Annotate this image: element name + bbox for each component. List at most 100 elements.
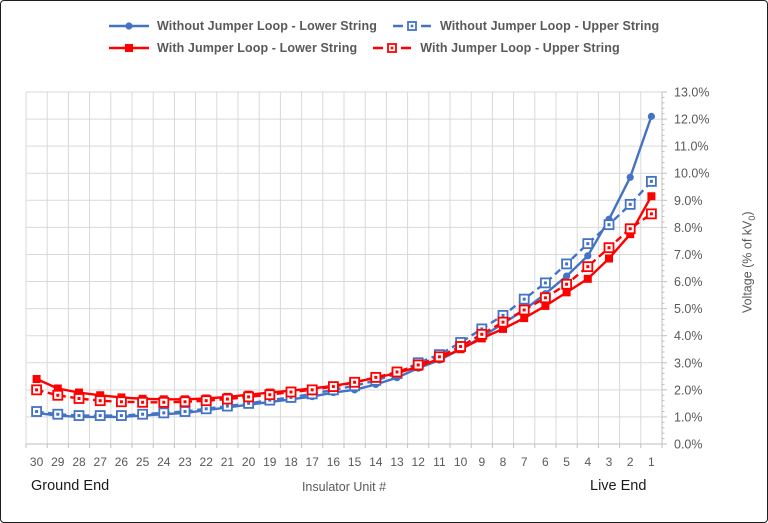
y-tick-label: 8.0% xyxy=(674,221,703,235)
x-tick-label: 27 xyxy=(94,455,108,469)
x-tick-label: 16 xyxy=(327,455,341,469)
legend-label: With Jumper Loop - Upper String xyxy=(420,41,620,55)
legend-label: With Jumper Loop - Lower String xyxy=(157,41,358,55)
x-tick-label: 4 xyxy=(584,455,591,469)
series-3-marker-dot xyxy=(98,399,102,403)
y-tick-label: 3.0% xyxy=(674,356,703,370)
series-1-marker-dot xyxy=(586,242,590,246)
series-2-marker xyxy=(96,391,105,400)
series-1-marker-dot xyxy=(77,414,81,418)
x-tick-label: 24 xyxy=(157,455,171,469)
series-1-marker-dot xyxy=(522,297,526,301)
series-3-marker-dot xyxy=(119,400,123,404)
series-3-marker-dot xyxy=(437,355,441,359)
y-axis-title: Voltage (% of kV0) xyxy=(740,211,758,314)
legend-item: With Jumper Loop - Upper String xyxy=(371,41,620,55)
x-tick-label: 3 xyxy=(606,455,613,469)
series-1-marker-dot xyxy=(98,414,102,418)
series-1-marker-dot xyxy=(649,179,653,183)
series-3-marker-dot xyxy=(607,246,611,250)
live-end-label: Live End xyxy=(590,478,647,494)
legend-item: Without Jumper Loop - Upper String xyxy=(391,19,659,33)
y-tick-label: 9.0% xyxy=(674,194,703,208)
x-tick-label: 5 xyxy=(563,455,570,469)
series-3-marker-dot xyxy=(310,388,314,392)
x-tick-label: 7 xyxy=(521,455,528,469)
legend-key-dashed-icon xyxy=(392,21,431,31)
x-tick-label: 12 xyxy=(412,455,426,469)
x-tick-label: 2 xyxy=(627,455,634,469)
series-2-marker xyxy=(605,254,613,263)
x-tick-label: 30 xyxy=(30,455,44,469)
x-tick-label: 28 xyxy=(72,455,86,469)
x-tick-label: 26 xyxy=(115,455,129,469)
x-tick-label: 10 xyxy=(454,455,468,469)
series-3-marker-dot xyxy=(141,400,145,404)
series-3-marker-dot xyxy=(565,282,569,286)
x-axis-title: Insulator Unit # xyxy=(301,480,387,494)
series-0-marker xyxy=(647,112,656,120)
series-3-marker-dot xyxy=(543,296,547,300)
series-1-marker-dot xyxy=(480,327,484,331)
x-tick-label: 8 xyxy=(500,455,507,469)
series-3-marker-dot xyxy=(353,380,357,384)
series-2-marker xyxy=(583,274,592,283)
x-tick-label: 22 xyxy=(200,455,214,469)
series-0-marker xyxy=(584,252,592,260)
legend-key-solid-icon xyxy=(109,22,149,30)
legend-label: Without Jumper Loop - Lower String xyxy=(157,19,377,33)
series-1-marker-dot xyxy=(565,262,569,266)
series-1-marker-dot xyxy=(289,395,293,399)
ground-end-label: Ground End xyxy=(31,478,110,494)
legend-label: Without Jumper Loop - Upper String xyxy=(439,19,660,33)
y-tick-label: 2.0% xyxy=(674,383,703,397)
x-tick-label: 29 xyxy=(51,455,65,469)
series-3-marker-dot xyxy=(247,395,251,399)
series-1-marker-dot xyxy=(247,401,251,405)
x-tick-label: 17 xyxy=(306,455,320,469)
series-1-marker-dot xyxy=(141,412,145,416)
series-1-marker-dot xyxy=(225,404,229,408)
series-2-marker xyxy=(626,230,635,239)
series-1-marker-dot xyxy=(628,202,632,206)
series-3-marker-dot xyxy=(416,363,420,367)
x-tick-label: 11 xyxy=(433,455,446,469)
x-tick-label: 14 xyxy=(369,455,383,469)
x-tick-label: 15 xyxy=(348,455,362,469)
legend-row: Without Jumper Loop - Lower String Withou… xyxy=(108,19,659,33)
legend-key-dashed-icon xyxy=(373,43,412,53)
y-tick-label: 6.0% xyxy=(674,275,703,289)
series-1-marker-dot xyxy=(543,281,547,285)
series-3-marker-dot xyxy=(77,397,81,401)
series-2-marker xyxy=(75,388,83,397)
series-2-marker xyxy=(562,288,571,297)
series-2-marker xyxy=(541,301,550,310)
series-3-marker-dot xyxy=(183,400,187,404)
series-3-marker-dot xyxy=(162,400,166,404)
x-tick-label: 6 xyxy=(542,455,549,469)
y-tick-label: 11.0% xyxy=(674,140,709,154)
series-1-marker-dot xyxy=(35,410,39,414)
series-3-marker-dot xyxy=(225,397,229,401)
y-tick-label: 0.0% xyxy=(674,438,703,452)
series-3-marker-dot xyxy=(628,227,632,231)
y-tick-label: 10.0% xyxy=(674,167,709,181)
series-2-marker xyxy=(647,192,656,201)
series-0-marker xyxy=(563,272,571,280)
x-tick-label: 9 xyxy=(478,455,485,469)
series-3-marker-dot xyxy=(268,393,272,397)
series-1-marker-dot xyxy=(204,407,208,411)
series-0-marker xyxy=(626,173,634,181)
legend-key-solid-icon xyxy=(109,44,149,52)
series-3-marker-dot xyxy=(289,390,293,394)
series-3-marker-dot xyxy=(374,375,378,379)
legend-item: Without Jumper Loop - Lower String xyxy=(108,19,377,33)
series-3-marker-dot xyxy=(586,265,590,269)
series-3-marker-dot xyxy=(35,388,39,392)
series-3-marker-dot xyxy=(522,308,526,312)
y-tick-label: 13.0% xyxy=(674,86,709,100)
series-3-marker-dot xyxy=(459,345,463,349)
y-tick-label: 4.0% xyxy=(674,329,703,343)
